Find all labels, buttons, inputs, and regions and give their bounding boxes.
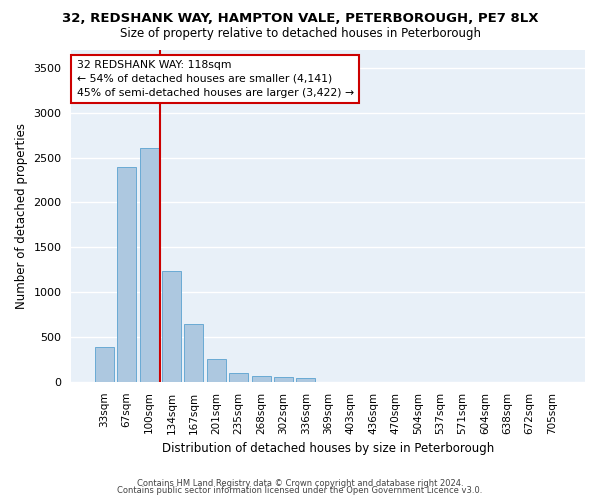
Bar	[296, 378, 316, 382]
Bar	[251, 376, 271, 382]
Text: 32, REDSHANK WAY, HAMPTON VALE, PETERBOROUGH, PE7 8LX: 32, REDSHANK WAY, HAMPTON VALE, PETERBOR…	[62, 12, 538, 26]
Bar	[184, 324, 203, 382]
Bar	[162, 270, 181, 382]
Text: Size of property relative to detached houses in Peterborough: Size of property relative to detached ho…	[119, 28, 481, 40]
Y-axis label: Number of detached properties: Number of detached properties	[15, 123, 28, 309]
Bar	[140, 148, 158, 382]
Bar	[274, 377, 293, 382]
Bar	[207, 358, 226, 382]
Bar	[229, 374, 248, 382]
Bar	[117, 166, 136, 382]
Text: 32 REDSHANK WAY: 118sqm
← 54% of detached houses are smaller (4,141)
45% of semi: 32 REDSHANK WAY: 118sqm ← 54% of detache…	[77, 60, 353, 98]
Text: Contains HM Land Registry data © Crown copyright and database right 2024.: Contains HM Land Registry data © Crown c…	[137, 478, 463, 488]
X-axis label: Distribution of detached houses by size in Peterborough: Distribution of detached houses by size …	[162, 442, 494, 455]
Text: Contains public sector information licensed under the Open Government Licence v3: Contains public sector information licen…	[118, 486, 482, 495]
Bar	[95, 347, 114, 382]
